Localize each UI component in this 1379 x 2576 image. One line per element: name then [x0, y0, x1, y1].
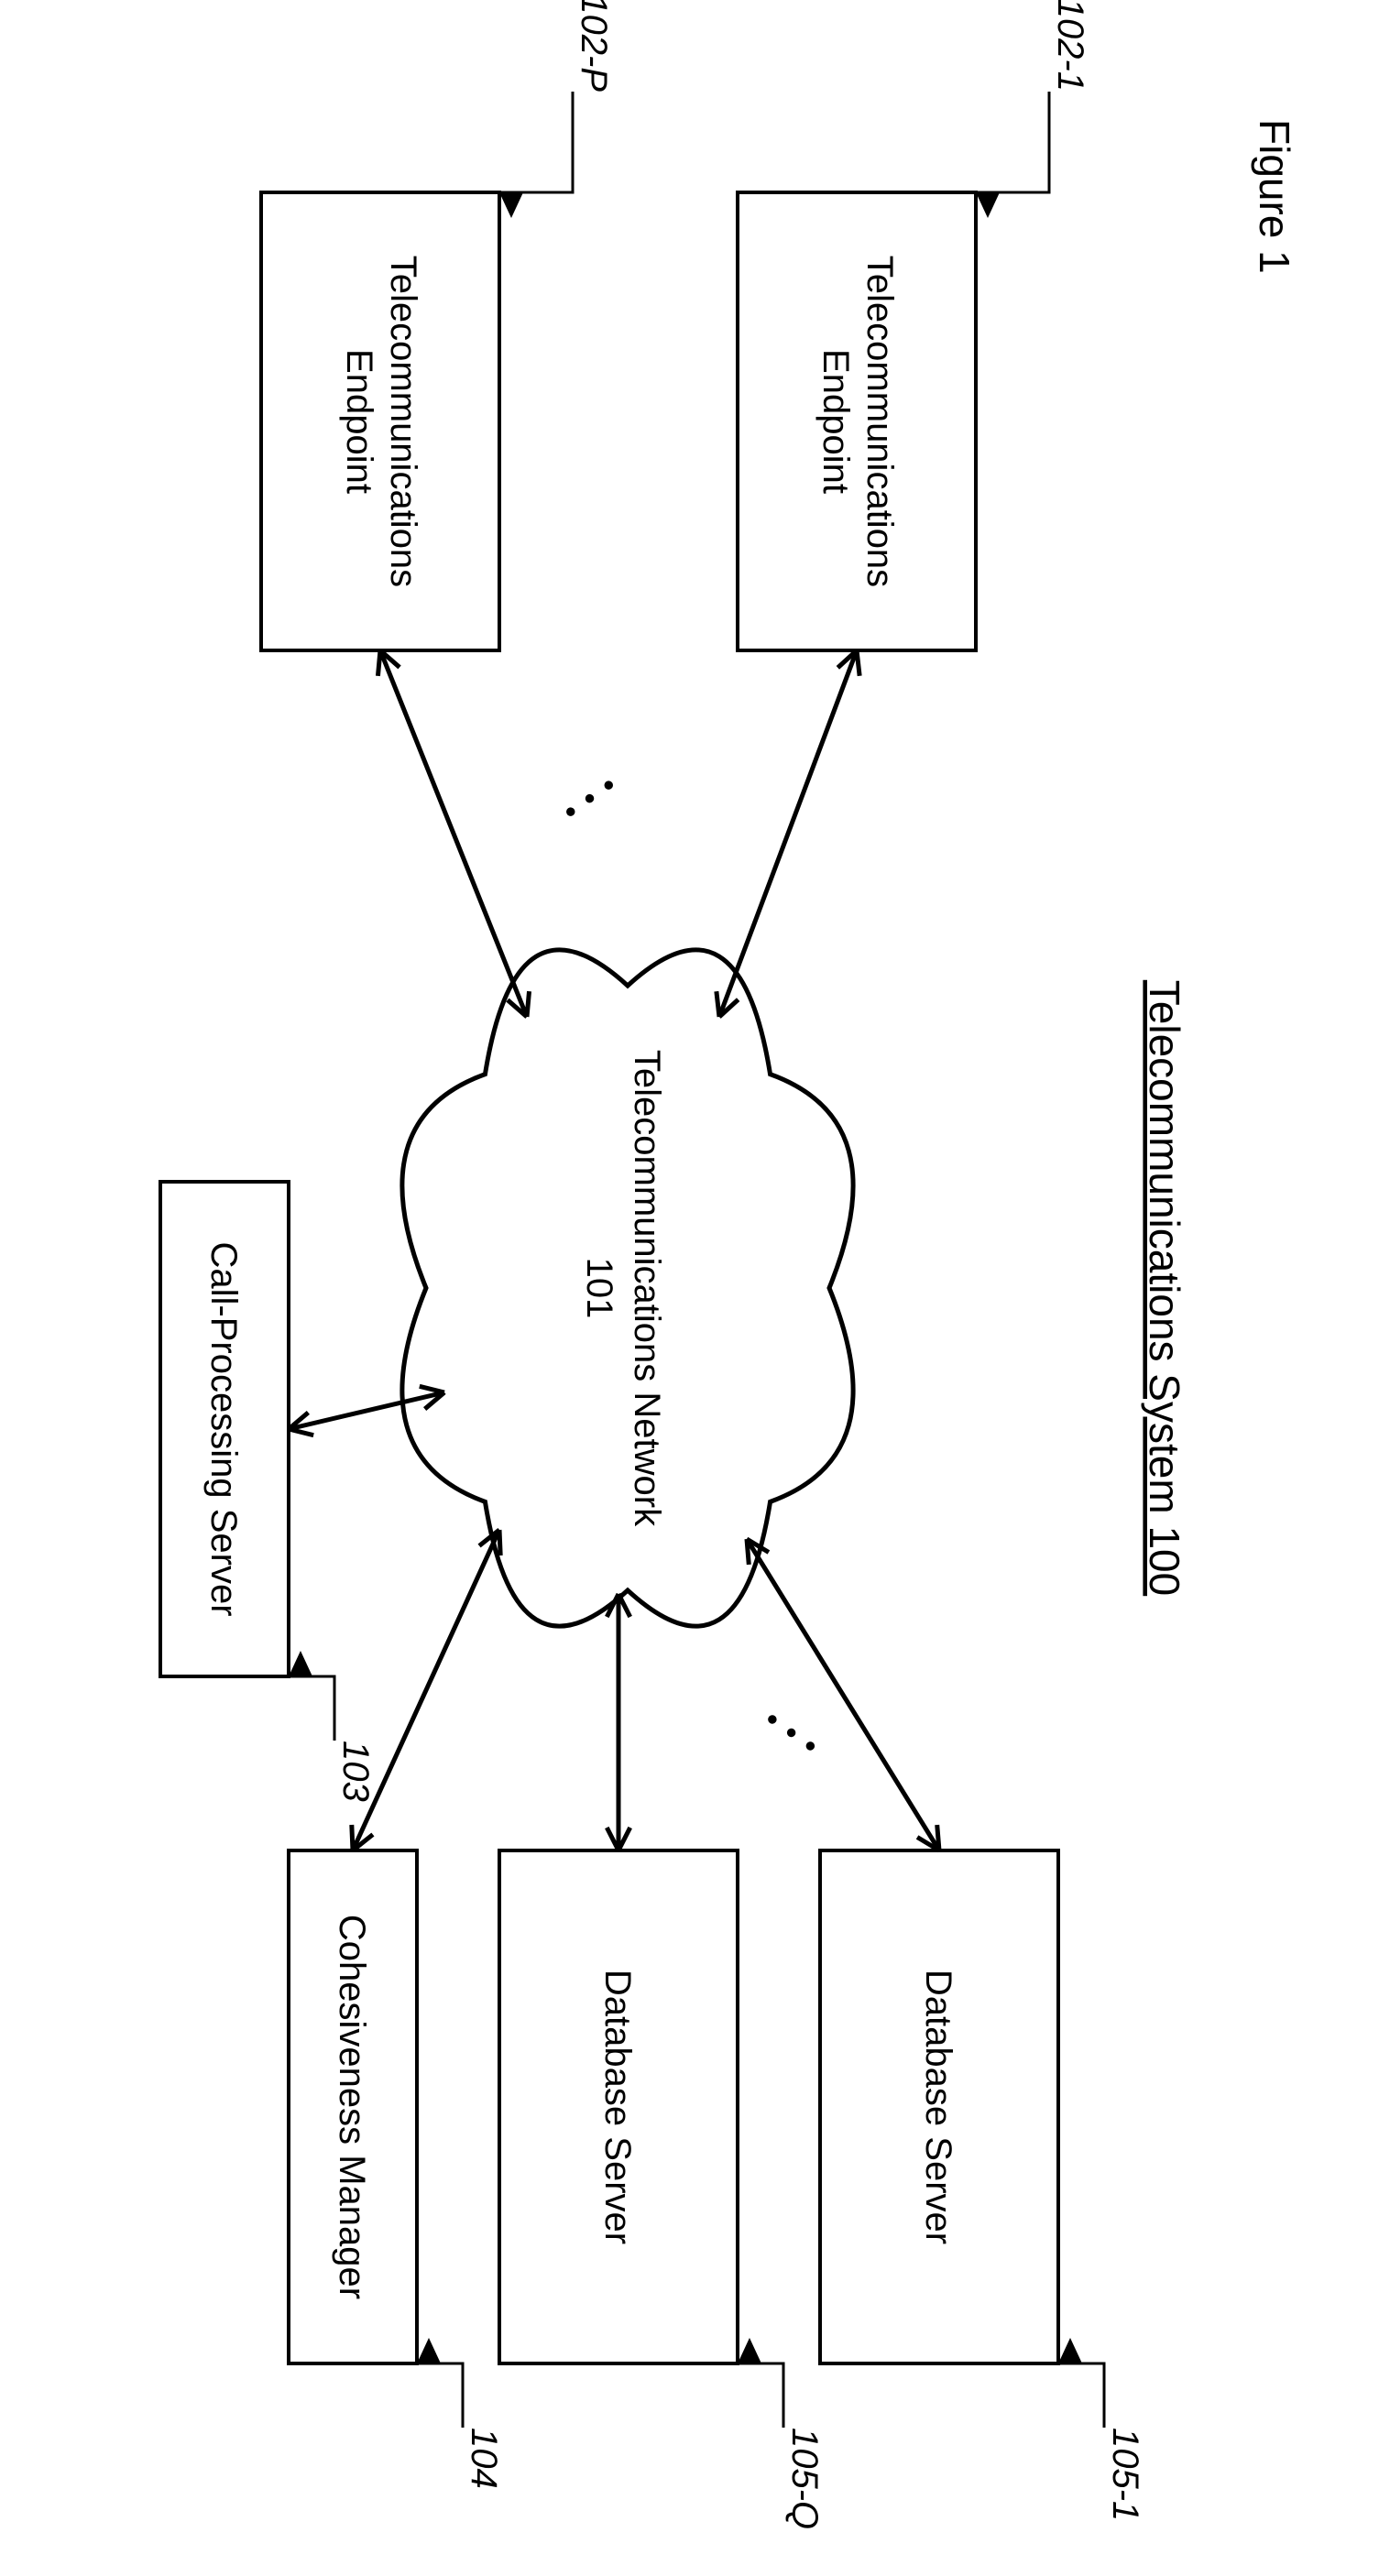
node-db1-line1: Database Server: [918, 1970, 958, 2244]
ref-ep1: 102-1: [1050, 0, 1090, 92]
diagram-canvas: Figure 1 Telecommunications System 100 T…: [0, 0, 1379, 2576]
cloud-label-line1: Telecommunications Network: [627, 1050, 667, 1527]
ref-dbQ: 105-Q: [784, 2428, 825, 2529]
ref-coh: 104: [464, 2428, 504, 2489]
node-call-processing-server: Call-Processing Server: [160, 1182, 289, 1676]
ref-cps: 103: [335, 1741, 376, 1802]
node-database-server-1: Database Server: [820, 1850, 1058, 2363]
node-endpoint-1-line2: Endpoint: [815, 349, 856, 494]
node-coh-line1: Cohesiveness Manager: [332, 1915, 372, 2299]
system-title: Telecommunications System 100: [1141, 980, 1188, 1596]
node-endpoint-p-line1: Telecommunications: [383, 256, 423, 587]
ellipsis-right-icon: ●●●: [761, 1706, 831, 1764]
ref-db1: 105-1: [1105, 2428, 1145, 2521]
node-cps-line1: Call-Processing Server: [203, 1241, 244, 1616]
node-database-server-q: Database Server: [499, 1850, 738, 2363]
node-endpoint-p-line2: Endpoint: [339, 349, 379, 494]
figure-label: Figure 1: [1251, 119, 1298, 274]
node-endpoint-p: Telecommunications Endpoint: [261, 192, 499, 650]
node-cohesiveness-manager: Cohesiveness Manager: [289, 1850, 417, 2363]
node-endpoint-1: Telecommunications Endpoint: [738, 192, 976, 650]
cloud-label-line2: 101: [579, 1258, 619, 1319]
node-dbQ-line1: Database Server: [597, 1970, 638, 2244]
ref-epP: 102-P: [574, 0, 614, 92]
node-endpoint-1-line1: Telecommunications: [859, 256, 900, 587]
ellipsis-left-icon: ●●●: [551, 773, 620, 832]
